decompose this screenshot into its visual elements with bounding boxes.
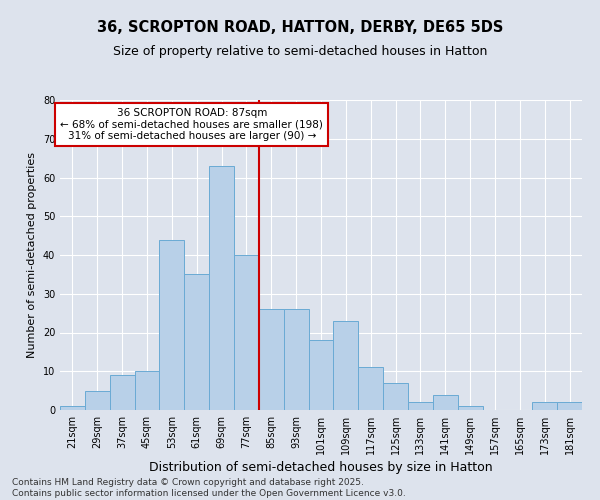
Text: 36 SCROPTON ROAD: 87sqm
← 68% of semi-detached houses are smaller (198)
31% of s: 36 SCROPTON ROAD: 87sqm ← 68% of semi-de…: [61, 108, 323, 141]
Bar: [308, 340, 334, 410]
Bar: [259, 309, 284, 410]
Text: 36, SCROPTON ROAD, HATTON, DERBY, DE65 5DS: 36, SCROPTON ROAD, HATTON, DERBY, DE65 5…: [97, 20, 503, 35]
Bar: [209, 166, 234, 410]
Bar: [458, 406, 482, 410]
Bar: [60, 406, 85, 410]
Text: Contains HM Land Registry data © Crown copyright and database right 2025.
Contai: Contains HM Land Registry data © Crown c…: [12, 478, 406, 498]
Bar: [408, 402, 433, 410]
Bar: [234, 255, 259, 410]
Bar: [184, 274, 209, 410]
Text: Size of property relative to semi-detached houses in Hatton: Size of property relative to semi-detach…: [113, 45, 487, 58]
Y-axis label: Number of semi-detached properties: Number of semi-detached properties: [27, 152, 37, 358]
Bar: [134, 371, 160, 410]
Bar: [284, 309, 308, 410]
Bar: [160, 240, 184, 410]
Bar: [358, 368, 383, 410]
Bar: [433, 394, 458, 410]
Bar: [110, 375, 134, 410]
Bar: [85, 390, 110, 410]
Bar: [383, 383, 408, 410]
X-axis label: Distribution of semi-detached houses by size in Hatton: Distribution of semi-detached houses by …: [149, 461, 493, 474]
Bar: [334, 321, 358, 410]
Bar: [557, 402, 582, 410]
Bar: [532, 402, 557, 410]
